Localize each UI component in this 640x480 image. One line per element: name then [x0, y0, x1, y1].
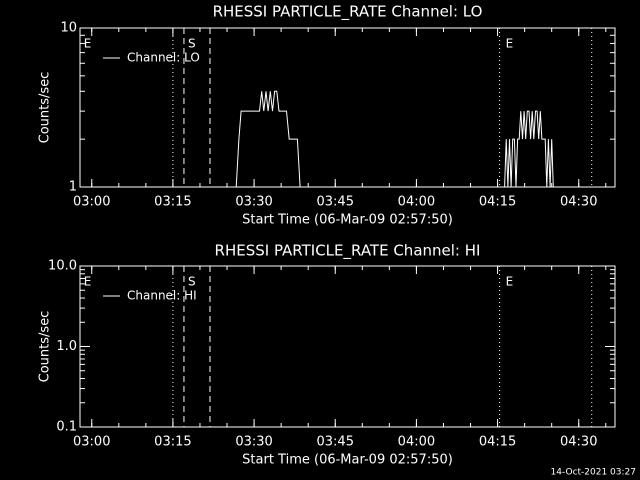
x-tick-label: 04:00 [398, 195, 435, 210]
event-label: E [84, 37, 92, 51]
y-tick-label: 1.0 [56, 339, 77, 354]
x-axis-label: Start Time (06-Mar-09 02:57:50) [242, 453, 453, 468]
y-axis-label: Counts/sec [38, 72, 53, 144]
x-tick-label: 03:45 [317, 435, 354, 450]
plot-frame [79, 27, 616, 188]
y-tick-label: 10 [60, 21, 77, 36]
x-tick-label: 04:30 [560, 195, 597, 210]
event-label: S [188, 37, 196, 51]
x-tick-label: 03:30 [235, 195, 272, 210]
y-tick-label: 10.0 [48, 259, 77, 274]
data-line [235, 90, 556, 188]
footer-date: 14-Oct-2021 03:27 [551, 468, 636, 478]
x-tick-label: 03:00 [73, 195, 110, 210]
chart-title: RHESSI PARTICLE_RATE Channel: HI [215, 242, 481, 261]
x-tick-label: 03:30 [235, 435, 272, 450]
y-axis-label: Counts/sec [38, 311, 53, 383]
x-tick-label: 04:30 [560, 435, 597, 450]
x-tick-label: 03:00 [73, 435, 110, 450]
event-label: S [188, 275, 196, 289]
x-tick-label: 03:15 [154, 435, 191, 450]
x-tick-label: 04:00 [398, 435, 435, 450]
legend-label: Channel: HI [127, 289, 197, 303]
chart-title: RHESSI PARTICLE_RATE Channel: LO [213, 3, 483, 22]
y-tick-label: 0.1 [56, 420, 77, 435]
event-label: E [84, 275, 92, 289]
x-tick-label: 04:15 [479, 195, 516, 210]
x-tick-label: 04:15 [479, 435, 516, 450]
event-label: E [506, 275, 514, 289]
y-tick-label: 1 [69, 180, 77, 195]
event-label: E [506, 37, 514, 51]
x-tick-label: 03:45 [317, 195, 354, 210]
legend-label: Channel: LO [127, 51, 200, 65]
x-axis-label: Start Time (06-Mar-09 02:57:50) [242, 213, 453, 228]
x-tick-label: 03:15 [154, 195, 191, 210]
